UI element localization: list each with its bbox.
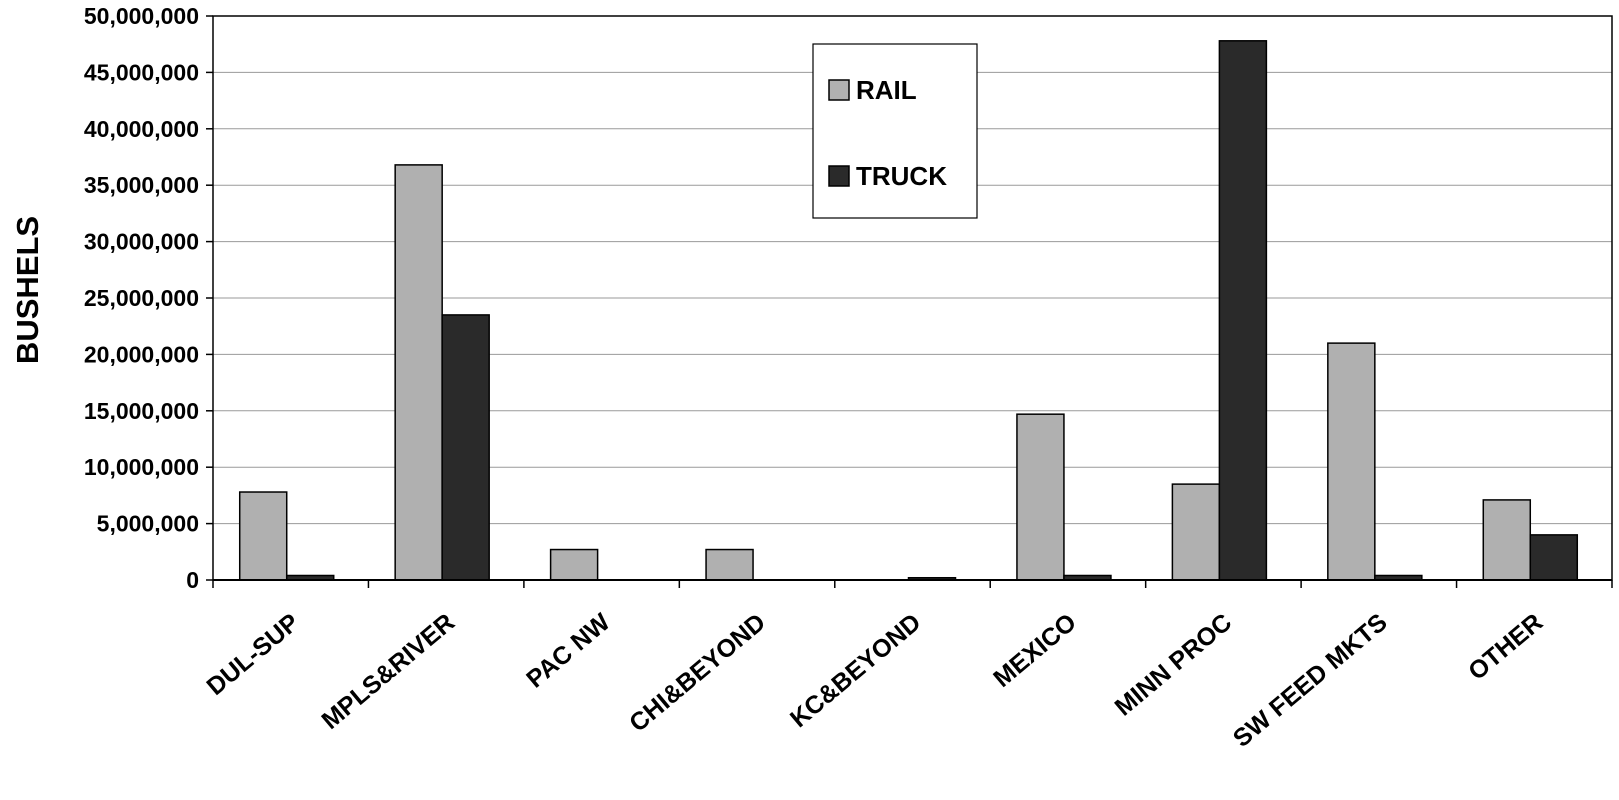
- y-tick-label: 0: [186, 567, 199, 593]
- y-tick-label: 40,000,000: [84, 116, 199, 142]
- legend-label-rail: RAIL: [856, 75, 917, 105]
- x-category-label: MEXICO: [988, 608, 1082, 693]
- x-category-label: KC&BEYOND: [785, 608, 926, 733]
- y-axis-label: BUSHELS: [10, 216, 45, 364]
- bar-rail-8: [1482, 499, 1532, 581]
- bar-rail-1: [394, 164, 443, 581]
- legend-swatch-truck: [828, 165, 850, 187]
- bar-rail-3: [705, 548, 754, 581]
- bar-rail-6: [1171, 483, 1221, 581]
- bar-rail-2: [549, 548, 599, 581]
- bar-rail-7: [1327, 342, 1376, 581]
- y-tick-label: 45,000,000: [84, 59, 199, 85]
- y-tick-label: 15,000,000: [84, 398, 199, 424]
- x-category-label: CHI&BEYOND: [624, 608, 771, 737]
- legend-label-truck: TRUCK: [856, 161, 947, 191]
- x-category-labels: DUL-SUP MPLS&RIVER PAC NW CHI&BEYOND KC&BEYO…: [201, 608, 1548, 753]
- y-tick-labels: 0 5,000,000 10,000,000 15,000,000 20,000,000…: [84, 3, 213, 593]
- y-tick-label: 5,000,000: [97, 511, 199, 537]
- bar-rail-5: [1016, 413, 1065, 581]
- bar-truck-8: [1529, 534, 1579, 581]
- bar-rail-0: [238, 491, 288, 581]
- y-tick-label: 10,000,000: [84, 454, 199, 480]
- x-category-label: PAC NW: [521, 608, 616, 694]
- x-category-label: MPLS&RIVER: [316, 608, 460, 735]
- x-category-label: DUL-SUP: [201, 608, 304, 701]
- y-tick-label: 50,000,000: [84, 3, 199, 29]
- y-tick-label: 35,000,000: [84, 172, 199, 198]
- bars: [238, 40, 1579, 581]
- y-tick-label: 30,000,000: [84, 229, 199, 255]
- x-category-label: SW FEED MKTS: [1228, 608, 1393, 753]
- legend-swatch-rail: [828, 79, 850, 101]
- x-category-label: MINN PROC: [1110, 608, 1238, 721]
- y-tick-label: 25,000,000: [84, 285, 199, 311]
- legend-box: [812, 43, 978, 219]
- y-tick-label: 20,000,000: [84, 341, 199, 367]
- x-category-label: OTHER: [1463, 608, 1548, 686]
- bar-truck-6: [1218, 40, 1268, 581]
- legend: RAIL TRUCK: [812, 43, 978, 219]
- bar-truck-1: [441, 314, 490, 581]
